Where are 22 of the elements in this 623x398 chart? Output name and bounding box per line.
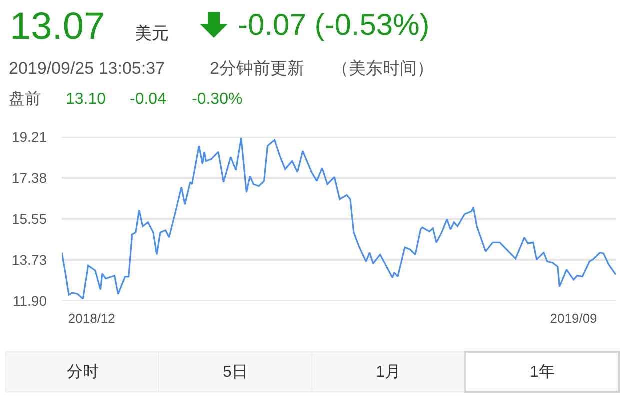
y-tick-label: 11.90 — [13, 292, 48, 309]
text: 2分钟前更新 — [210, 59, 304, 78]
x-tick-label: 2018/12 — [68, 311, 116, 326]
y-tick-label: 13.73 — [12, 252, 48, 268]
text: 13.07 — [10, 6, 106, 48]
text: -0.30% — [192, 91, 243, 108]
y-tick-label: 17.38 — [12, 170, 48, 186]
text: （美东时间） — [332, 59, 434, 78]
text: 13.10 — [66, 91, 106, 108]
y-tick-label: 15.55 — [12, 211, 48, 228]
text: 5日 — [223, 364, 248, 381]
x-tick-label: 2019/09 — [550, 311, 598, 326]
text: 美元 — [135, 24, 169, 43]
text: -0.04 — [130, 91, 167, 108]
text: 1年 — [530, 364, 555, 381]
text: 分时 — [67, 363, 99, 381]
text: 2019/09/25 13:05:37 — [9, 59, 165, 78]
text: -0.07 (-0.53%) — [238, 9, 430, 42]
text: 盘前 — [9, 90, 41, 108]
line-series — [62, 137, 616, 300]
text: 1月 — [376, 364, 401, 381]
y-tick-label: 19.21 — [12, 128, 48, 145]
